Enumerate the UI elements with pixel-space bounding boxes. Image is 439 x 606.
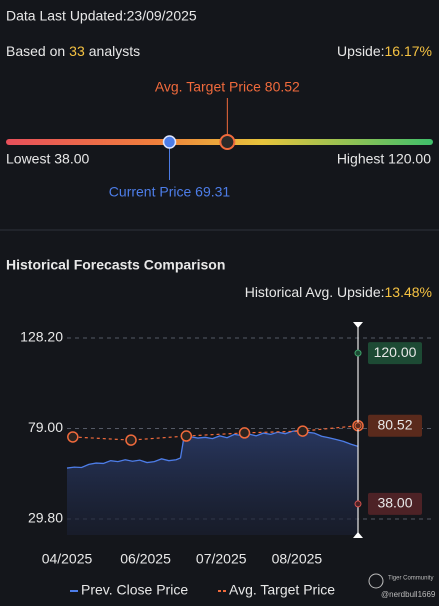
target-line [72,425,359,441]
rail-top [353,322,363,328]
chart-title: Historical Forecasts Comparison [6,257,225,273]
lowest-label: Lowest 38.00 [6,151,89,167]
x-tick-label: 06/2025 [120,551,171,567]
upside: Upside:16.17% [337,43,432,59]
target-point [238,427,251,439]
target-point [67,431,79,443]
analysts-line: Based on 33 analysts [6,43,140,59]
x-tick-label: 04/2025 [42,551,93,567]
x-tick-label: 08/2025 [272,551,323,567]
hist-upside: Historical Avg. Upside:13.48% [245,284,432,300]
current-marker [162,135,177,149]
target-marker [219,134,236,150]
highest-label: Highest 120.00 [337,151,431,167]
based-suffix: analysts [89,43,140,59]
target-label: Avg. Target Price 80.52 [155,79,300,95]
annotation-label: 80.52 [377,416,412,432]
target-point [180,430,193,442]
hist-upside-value: 13.48% [385,284,432,300]
y-tick-label: 128.20 [20,329,63,345]
target-point [125,434,137,446]
target-point [296,425,309,437]
annotation-label: 38.00 [377,495,412,511]
watermark-user: @nerdbull1669 [381,590,436,599]
x-tick-label: 07/2025 [196,551,247,567]
rail-bottom [353,532,363,538]
current-label: Current Price 69.31 [109,184,231,200]
legend-label: Avg. Target Price [229,582,335,598]
watermark-brand: Tiger Community [388,576,433,582]
close-area [67,430,358,535]
updated: Data Last Updated:23/09/2025 [6,8,197,24]
annotation-label: 120.00 [374,344,417,360]
legend-label: Prev. Close Price [81,582,188,598]
annotation-dot [354,349,362,357]
annotation-dot [354,422,362,430]
hist-upside-label: Historical Avg. Upside: [245,284,385,300]
annotation-dot [354,500,362,508]
analysts-count: 33 [69,43,85,59]
annotation-box [368,342,422,365]
watermark-logo [368,573,384,589]
based-prefix: Based on [6,43,65,59]
upside-label: Upside: [337,43,384,59]
annotation-box [368,414,422,437]
annotation-box [368,492,422,515]
y-tick-label: 79.00 [28,419,63,435]
upside-value: 16.17% [385,43,432,59]
y-tick-label: 29.80 [28,510,63,526]
